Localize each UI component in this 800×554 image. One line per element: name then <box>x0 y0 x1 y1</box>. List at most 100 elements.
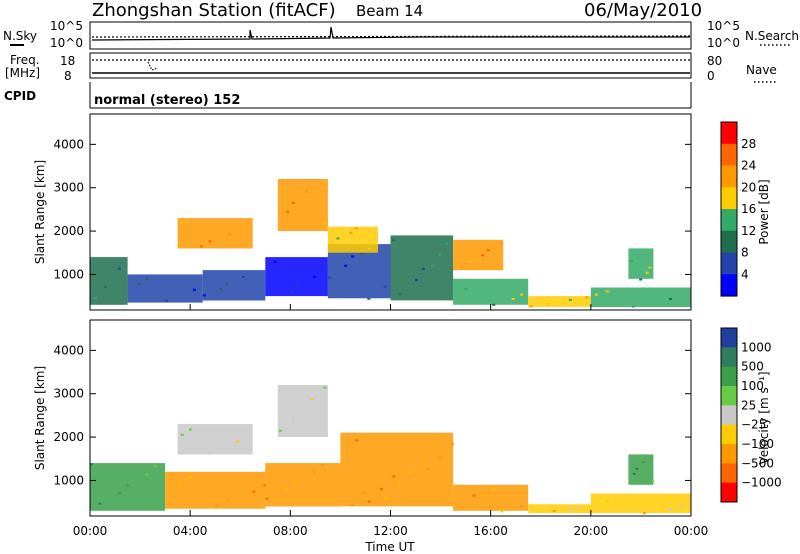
data-speckle <box>278 429 282 432</box>
data-speckle <box>178 482 182 485</box>
data-speckle <box>355 439 359 442</box>
nave-tick-top: 80 <box>707 54 722 68</box>
velocity-panel: 1000 2000 3000 4000 Slant Range [km] 1000 50… <box>33 319 782 517</box>
power-data-layer <box>90 179 691 308</box>
data-speckle <box>94 296 98 299</box>
colorbar-swatch <box>721 209 737 232</box>
data-speckle <box>165 299 169 302</box>
nsky-trace <box>91 26 690 41</box>
data-speckle <box>320 464 324 466</box>
data-speckle <box>486 249 490 252</box>
colorbar-swatch <box>721 252 737 275</box>
y-tick-label: 2000 <box>53 224 84 238</box>
y-tick-label: 3000 <box>53 181 84 195</box>
data-speckle <box>252 490 256 493</box>
x-tick-label: 08:00 <box>273 524 308 538</box>
data-speckle <box>368 247 371 250</box>
data-speckle <box>310 398 314 401</box>
velocity-y-ticks: 1000 2000 3000 4000 <box>53 343 691 487</box>
data-speckle <box>360 252 364 255</box>
data-speckle <box>594 293 598 296</box>
colorbar-swatch <box>721 424 737 445</box>
data-speckle <box>145 473 149 476</box>
colorbar-swatch <box>721 328 737 348</box>
data-speckle <box>304 190 308 193</box>
colorbar-tick-label: 12 <box>741 224 756 238</box>
data-region <box>127 274 203 303</box>
data-speckle <box>391 239 395 242</box>
cpid-panel: CPID normal (stereo) 152 <box>4 82 692 109</box>
data-region <box>590 287 691 307</box>
data-speckle <box>433 446 437 449</box>
data-speckle <box>648 266 652 269</box>
data-speckle <box>284 488 288 491</box>
data-speckle <box>344 264 348 267</box>
colorbar-tick-label: 20 <box>741 180 756 194</box>
data-speckle <box>188 428 192 431</box>
data-speckle <box>585 296 589 299</box>
data-speckle <box>351 255 355 258</box>
power-colorbar-label: Power [dB] <box>757 179 771 244</box>
data-region <box>165 471 266 509</box>
time-axis-label: Time UT <box>364 540 415 554</box>
data-speckle <box>575 506 579 509</box>
colorbar-swatch <box>721 366 737 387</box>
nave-label: Nave <box>746 63 777 77</box>
data-speckle <box>90 257 93 260</box>
data-speckle <box>421 267 425 270</box>
data-speckle <box>312 275 316 278</box>
beam-label: Beam 14 <box>356 2 423 20</box>
colorbar-frame <box>720 327 738 503</box>
colorbar-swatch <box>721 187 737 210</box>
noise-tick-top-left: 10^5 <box>50 19 83 33</box>
data-speckle <box>117 267 121 270</box>
data-speckle <box>349 231 353 234</box>
colorbar-swatch <box>721 444 737 464</box>
colorbar-swatch <box>721 347 737 368</box>
data-speckle <box>545 303 549 306</box>
data-speckle <box>645 271 649 274</box>
data-speckle <box>635 467 639 470</box>
data-speckle <box>500 510 504 513</box>
noise-panel: N.Sky 10^5 10^0 10^5 10^0 N.Search <box>3 19 799 50</box>
power-y-ticks: 1000 2000 3000 4000 <box>53 137 691 281</box>
y-tick-label: 4000 <box>53 137 84 151</box>
freq-unit: [MHz] <box>5 66 40 80</box>
data-speckle <box>499 242 503 245</box>
colorbar-tick-label: −500 <box>741 456 774 470</box>
data-speckle <box>327 276 331 279</box>
data-region <box>277 385 328 437</box>
colorbar-tick-label: 1000 <box>741 340 772 354</box>
data-speckle <box>464 287 468 290</box>
data-speckle <box>291 201 295 204</box>
data-speckle <box>481 254 485 257</box>
data-region <box>453 239 504 271</box>
data-speckle <box>145 277 149 280</box>
data-speckle <box>180 433 184 436</box>
data-speckle <box>117 492 121 495</box>
data-speckle <box>669 507 672 510</box>
colorbar-tick-label: 8 <box>741 246 749 260</box>
power-y-label: Slant Range [km] <box>33 160 47 264</box>
data-region <box>265 463 341 507</box>
data-region <box>177 424 253 455</box>
colorbar-swatch <box>721 405 737 426</box>
y-tick-label: 3000 <box>53 387 84 401</box>
data-speckle <box>629 260 633 262</box>
data-speckle <box>438 455 442 458</box>
data-region <box>528 504 591 513</box>
date-label: 06/May/2010 <box>584 0 702 21</box>
colorbar-tick-label: 100 <box>741 379 764 393</box>
freq-panel: Freq. [MHz] 18 8 80 0 Nave <box>5 52 777 83</box>
data-speckle <box>208 240 212 243</box>
data-speckle <box>520 504 523 507</box>
data-speckle <box>137 282 141 285</box>
data-speckle <box>219 287 222 290</box>
freq-label: Freq. <box>10 53 40 67</box>
colorbar-swatch <box>721 482 737 503</box>
data-speckle <box>200 245 204 248</box>
data-speckle <box>226 498 230 501</box>
data-speckle <box>605 500 609 503</box>
y-tick-label: 4000 <box>53 343 84 357</box>
